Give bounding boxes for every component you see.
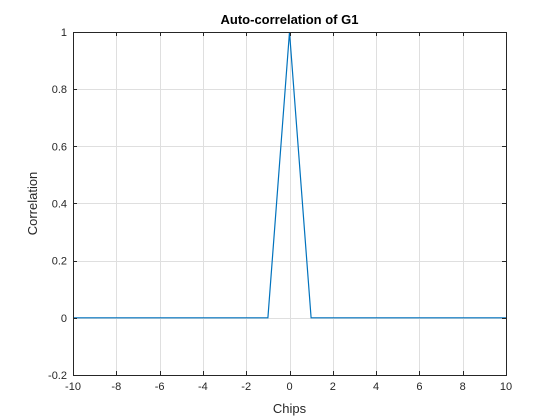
x-tick-label: -6 <box>155 381 165 393</box>
x-tick-label: 4 <box>373 381 379 393</box>
y-tick-label: 0 <box>61 313 67 325</box>
y-tick-label: 0.2 <box>52 256 67 268</box>
x-tick-label: -8 <box>111 381 121 393</box>
chart-title: Auto-correlation of G1 <box>221 12 359 27</box>
x-tick-label: -2 <box>241 381 251 393</box>
x-tick-label: 0 <box>286 381 292 393</box>
x-tick-label: 10 <box>500 381 512 393</box>
y-tick-label: 1 <box>61 27 67 39</box>
ticks <box>73 32 507 376</box>
y-tick-label: 0.6 <box>52 141 67 153</box>
y-tick-label: -0.2 <box>48 370 67 382</box>
x-tick-label: 8 <box>460 381 466 393</box>
y-tick-label: 0.8 <box>52 84 67 96</box>
y-tick-label: 0.4 <box>52 199 67 211</box>
x-tick-label: -4 <box>198 381 208 393</box>
x-tick-label: 2 <box>330 381 336 393</box>
x-tick-label: 6 <box>416 381 422 393</box>
y-axis-label: Correlation <box>25 172 40 236</box>
x-tick-label: -10 <box>65 381 81 393</box>
x-axis-label: Chips <box>273 401 307 416</box>
tick-labels: -10 -8 -6 -4 -2 0 2 4 6 8 10 -0.2 0 0.2 0.4 0.6 0.8 1 <box>48 27 512 393</box>
